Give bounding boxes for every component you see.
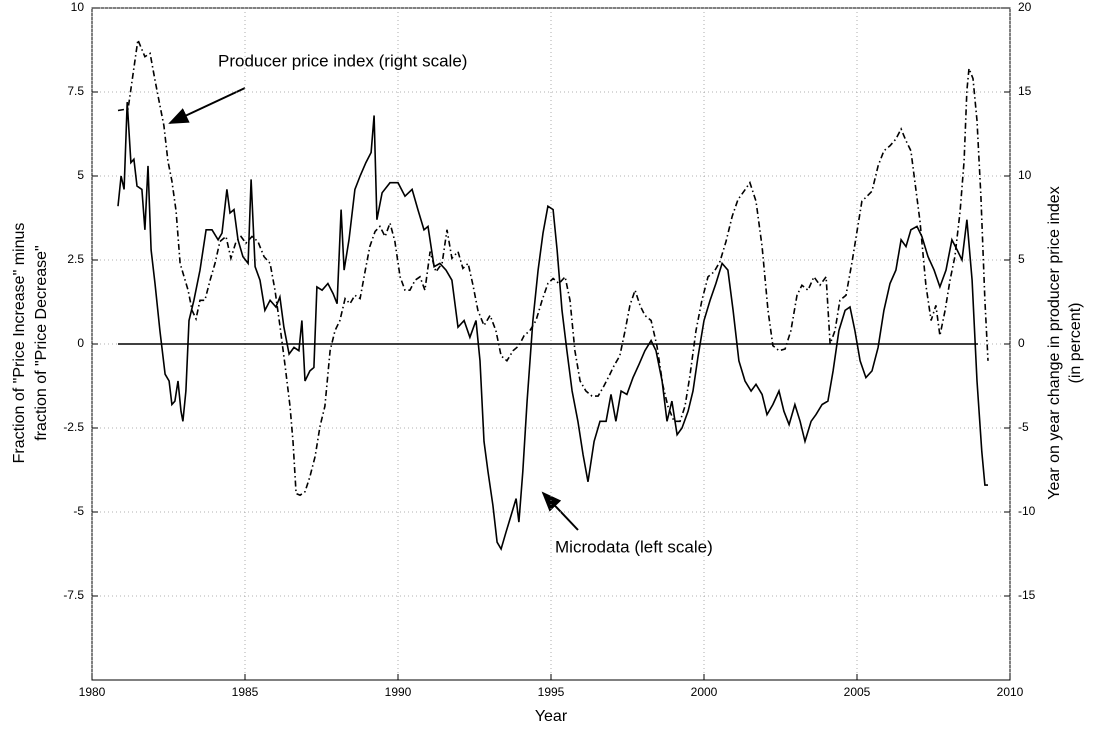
x-tick-label: 1995: [538, 685, 565, 699]
y2-tick-label: -10: [1018, 504, 1036, 518]
y-tick-label: 2.5: [67, 252, 84, 266]
x-tick-label: 1990: [385, 685, 412, 699]
y-tick-label: 7.5: [67, 84, 84, 98]
y2-tick-label: -5: [1018, 420, 1029, 434]
y2-tick-label: 0: [1018, 336, 1025, 350]
y-tick-label: -5: [73, 504, 84, 518]
y2-tick-label: 20: [1018, 0, 1032, 14]
y2-tick-label: -15: [1018, 588, 1036, 602]
y-tick-label: 0: [77, 336, 84, 350]
x-axis-label: Year: [535, 708, 568, 725]
y-tick-label: 5: [77, 168, 84, 182]
data-line: [117, 102, 988, 552]
x-tick-label: 1980: [79, 685, 106, 699]
x-tick-label: 2010: [997, 685, 1024, 699]
x-tick-label: 2000: [691, 685, 718, 699]
annotation-arrow: [541, 491, 579, 531]
y-axis-label: fraction of "Price Decrease": [33, 245, 50, 440]
data-line: [117, 36, 989, 497]
y-tick-label: -2.5: [63, 420, 84, 434]
annotation: Microdata (left scale): [555, 537, 713, 556]
y2-tick-label: 10: [1018, 168, 1032, 182]
y2-tick-label: 15: [1018, 84, 1032, 98]
annotation: Producer price index (right scale): [218, 51, 467, 70]
y-tick-label: 10: [71, 0, 85, 14]
y2-tick-label: 5: [1018, 252, 1025, 266]
y2-axis-label: (in percent): [1067, 303, 1084, 384]
x-tick-label: 2005: [844, 685, 871, 699]
x-tick-label: 1985: [232, 685, 259, 699]
y2-axis-label: Year on year change in producer price in…: [1046, 186, 1063, 499]
y-axis-label: Fraction of "Price Increase" minus: [11, 223, 28, 464]
annotation-arrow: [168, 87, 246, 124]
y-tick-label: -7.5: [63, 588, 84, 602]
